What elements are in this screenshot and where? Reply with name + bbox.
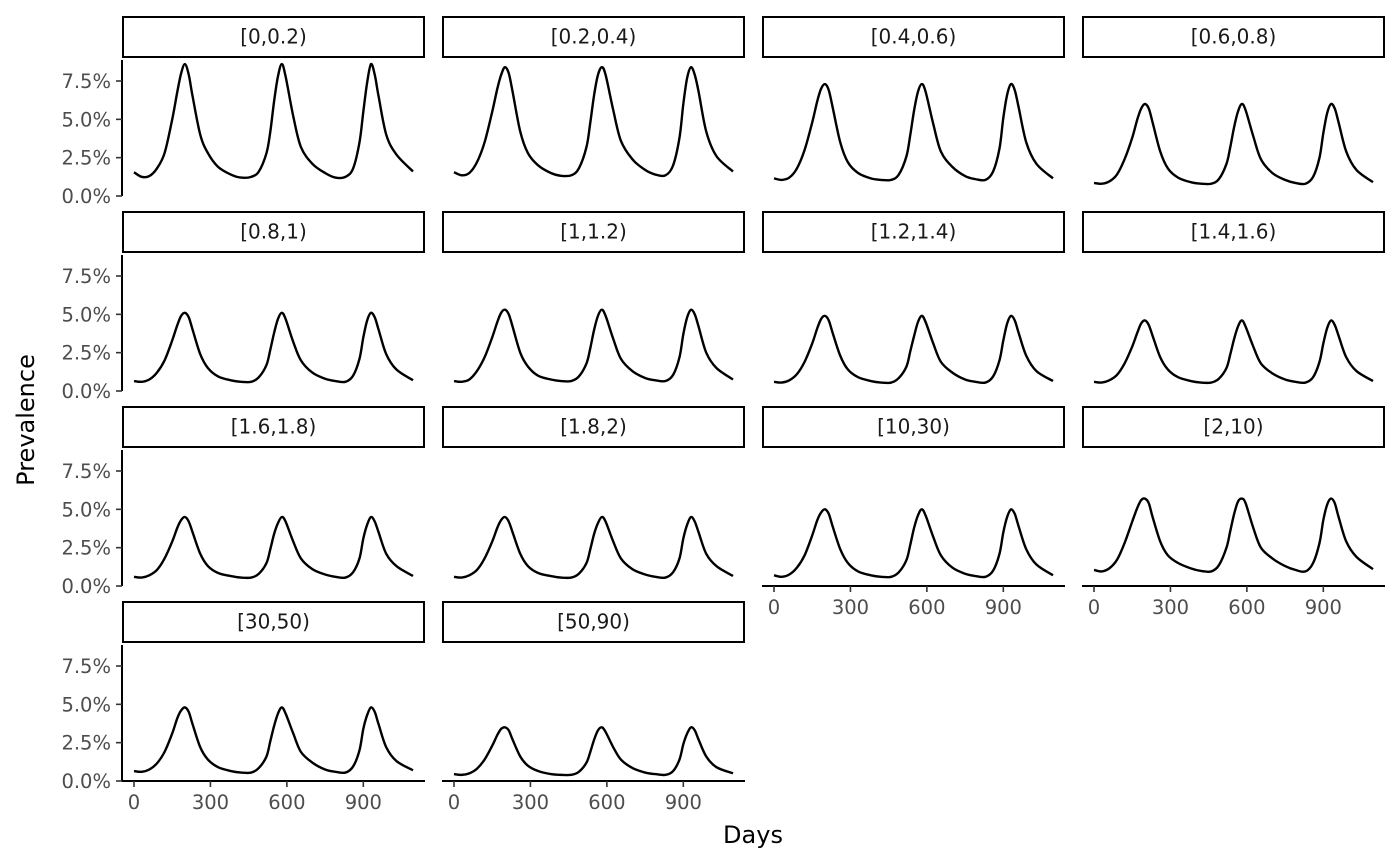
- x-tick-label: 300: [512, 791, 549, 814]
- y-tick-label: 2.5%: [61, 537, 111, 560]
- x-tick-label: 0: [768, 596, 780, 619]
- y-tick-label: 2.5%: [61, 147, 111, 170]
- y-tick-label: 7.5%: [61, 265, 111, 288]
- y-tick-label: 5.0%: [61, 108, 111, 131]
- x-tick-label: 0: [1088, 596, 1100, 619]
- x-tick-label: 0: [128, 791, 140, 814]
- y-tick-label: 0.0%: [61, 185, 111, 208]
- facet-panel: [0.2,0.4): [442, 16, 745, 178]
- y-tick-label: 7.5%: [61, 70, 111, 93]
- y-tick-label: 0.0%: [61, 575, 111, 598]
- y-tick-label: 0.0%: [61, 380, 111, 403]
- x-tick-label: 300: [1152, 596, 1189, 619]
- x-tick-label: 600: [1228, 596, 1265, 619]
- prevalence-series-line: [773, 314, 1054, 385]
- prevalence-series-line: [1093, 319, 1374, 385]
- prevalence-series-line: [133, 62, 414, 180]
- prevalence-series-line: [1093, 497, 1374, 574]
- facet-strip: [1082, 211, 1385, 253]
- facet-strip: [762, 211, 1065, 253]
- facet-panel: [50,90) 0 300 600 900: [442, 601, 745, 814]
- prevalence-series-line: [133, 515, 414, 580]
- prevalence-series-line: [453, 515, 734, 580]
- facet-strip-label: [0,0.2): [240, 25, 307, 49]
- facet-strip-label: [10,30): [877, 415, 950, 439]
- prevalence-series-line: [773, 508, 1054, 579]
- facet-strip-label: [1.8,2): [560, 415, 627, 439]
- facet-strip-label: [1,1.2): [560, 220, 627, 244]
- facet-strip: [122, 211, 425, 253]
- facet-strip-label: [0.6,0.8): [1191, 25, 1277, 49]
- facet-strip: [762, 406, 1065, 448]
- x-tick-label: 900: [985, 596, 1022, 619]
- facet-strip-label: [1.4,1.6): [1191, 220, 1277, 244]
- x-tick-label: 600: [908, 596, 945, 619]
- facet-strip-label: [0.8,1): [240, 220, 307, 244]
- prevalence-series-line: [453, 308, 734, 384]
- facet-strip: [122, 16, 425, 58]
- y-tick-label: 5.0%: [61, 303, 111, 326]
- y-tick-label: 5.0%: [61, 498, 111, 521]
- facet-strip-label: [1.6,1.8): [231, 415, 317, 439]
- x-tick-label: 900: [1305, 596, 1342, 619]
- facet-panel: [0.4,0.6): [762, 16, 1065, 182]
- facet-panel: [1.8,2): [442, 406, 745, 580]
- facet-strip-label: [0.4,0.6): [871, 25, 957, 49]
- facet-strip-label: [0.2,0.4): [551, 25, 637, 49]
- x-tick-label: 900: [345, 791, 382, 814]
- prevalence-series-line: [133, 706, 414, 775]
- facet-strip-label: [2,10): [1203, 415, 1263, 439]
- facet-strip: [122, 406, 425, 448]
- facet-panel: [1.6,1.8) 0.0% 2.5% 5.0% 7.5%: [61, 406, 425, 598]
- facet-strip: [442, 211, 745, 253]
- x-axis-title: Days: [723, 821, 783, 849]
- facet-strip: [1082, 16, 1385, 58]
- facet-strip: [122, 601, 425, 643]
- x-tick-label: 0: [448, 791, 460, 814]
- facet-panel: [0.8,1) 0.0% 2.5% 5.0% 7.5%: [61, 211, 425, 403]
- facet-panel: [2,10) 0 300 600 900: [1082, 406, 1385, 619]
- x-tick-label: 300: [832, 596, 869, 619]
- facet-panel: [30,50) 0.0% 2.5% 5.0% 7.5% 0 300 600 900: [61, 601, 425, 814]
- y-tick-label: 5.0%: [61, 693, 111, 716]
- facet-strip: [1082, 406, 1385, 448]
- y-tick-label: 0.0%: [61, 770, 111, 793]
- facet-strip: [762, 16, 1065, 58]
- facet-panel: [1.2,1.4): [762, 211, 1065, 385]
- x-tick-label: 900: [665, 791, 702, 814]
- facet-panel: [0.6,0.8): [1082, 16, 1385, 186]
- facet-strip: [442, 16, 745, 58]
- facet-panel: [1.4,1.6): [1082, 211, 1385, 385]
- x-tick-label: 300: [192, 791, 229, 814]
- facet-panel: [10,30) 0 300 600 900: [762, 406, 1065, 619]
- y-axis-title: Prevalence: [12, 354, 40, 486]
- y-tick-label: 2.5%: [61, 342, 111, 365]
- prevalence-series-line: [133, 311, 414, 384]
- facet-panel: [0,0.2) 0.0% 2.5% 5.0% 7.5%: [61, 16, 425, 208]
- facet-strip: [442, 601, 745, 643]
- facet-panel: [1,1.2): [442, 211, 745, 384]
- prevalence-series-line: [453, 726, 734, 777]
- x-tick-label: 600: [588, 791, 625, 814]
- y-tick-label: 2.5%: [61, 732, 111, 755]
- facet-strip-label: [50,90): [557, 610, 630, 634]
- facet-strip-label: [30,50): [237, 610, 310, 634]
- x-tick-label: 600: [268, 791, 305, 814]
- prevalence-series-line: [773, 82, 1054, 182]
- y-tick-label: 7.5%: [61, 460, 111, 483]
- facet-panels: [0,0.2) 0.0% 2.5% 5.0% 7.5% [0.2,0.4) [0.4,0.6…: [61, 16, 1385, 814]
- y-tick-label: 7.5%: [61, 655, 111, 678]
- facet-strip: [442, 406, 745, 448]
- facet-strip-label: [1.2,1.4): [871, 220, 957, 244]
- prevalence-series-line: [453, 65, 734, 178]
- prevalence-series-line: [1093, 102, 1374, 186]
